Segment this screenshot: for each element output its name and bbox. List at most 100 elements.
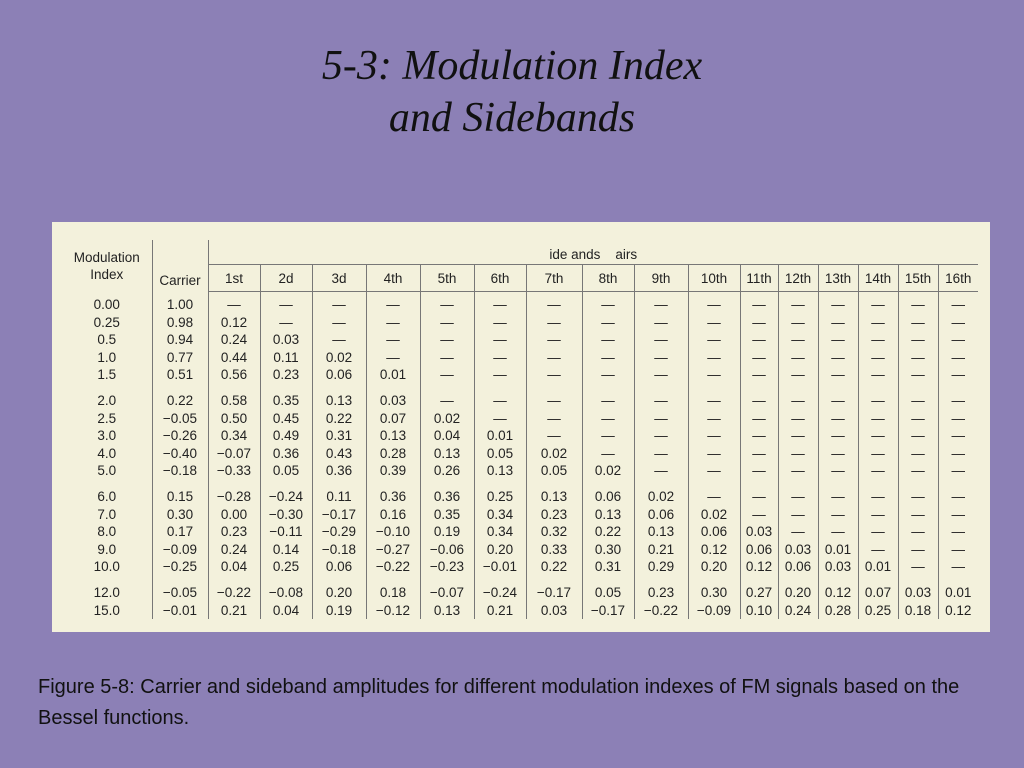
sideband-cell: 0.02 <box>419 409 474 428</box>
sideband-cell: — <box>897 383 938 410</box>
sideband-cell: 0.19 <box>311 601 366 620</box>
sideband-cell: — <box>525 366 582 384</box>
sideband-cell: — <box>857 366 898 384</box>
sideband-cell: −0.30 <box>259 505 312 524</box>
sideband-cell: 0.02 <box>687 505 740 524</box>
column-header: 1st <box>207 264 260 292</box>
sideband-group-header-label: ide ands airs <box>549 247 638 262</box>
sideband-cell: — <box>419 313 474 332</box>
sideband-cell: — <box>473 291 526 314</box>
sideband-cell: 0.12 <box>937 601 979 620</box>
sideband-cell: 0.22 <box>311 409 366 428</box>
sideband-cell: 0.36 <box>365 479 420 506</box>
sideband-cell: — <box>897 291 938 314</box>
sideband-cell: 0.16 <box>365 505 420 524</box>
sideband-cell: — <box>473 366 526 384</box>
carrier-cell: −0.26 <box>151 427 208 445</box>
sideband-cell: 0.01 <box>473 427 526 445</box>
sideband-cell: 0.12 <box>687 540 740 559</box>
column-header: 14th <box>857 264 898 292</box>
sideband-cell: 0.24 <box>207 331 260 349</box>
sideband-cell: 0.13 <box>311 383 366 410</box>
index-header-line2: Index <box>90 266 124 282</box>
table-row: 0.00 1.00— — — — — — — — — — — — — — — — <box>62 291 979 314</box>
sideband-cell: 0.26 <box>419 462 474 480</box>
table-row: 2.0 0.22 0.58 0.35 0.13 0.03— — — — — — — — — — — — <box>62 383 979 410</box>
sideband-cell: — <box>633 291 688 314</box>
sideband-cell: — <box>581 348 634 367</box>
sideband-cell: — <box>687 479 740 506</box>
modulation-index-cell: 0.25 <box>93 314 120 330</box>
sideband-cell: −0.01 <box>473 558 526 576</box>
table-row: 0.5 0.94 0.24 0.03— — — — — — — — — — — — — — <box>62 331 979 349</box>
sideband-cell: — <box>581 331 634 349</box>
sideband-cell: — <box>817 331 858 349</box>
column-header: 3d <box>311 264 366 292</box>
sideband-cell: 0.18 <box>365 575 420 602</box>
sideband-cell: — <box>311 331 366 349</box>
sideband-cell: — <box>897 313 938 332</box>
table-body: 0.00 1.00— — — — — — — — — — — — — — — —0.25 0.98 0.12— — — —… <box>62 291 979 620</box>
sideband-cell: — <box>777 444 818 463</box>
sideband-cell: — <box>365 313 420 332</box>
sideband-cell: 0.49 <box>259 427 312 445</box>
sideband-cell: — <box>473 409 526 428</box>
sideband-cell: — <box>857 523 898 541</box>
carrier-cell: 0.98 <box>151 313 208 332</box>
sideband-cell: 0.50 <box>207 409 260 428</box>
sideband-cell: 0.23 <box>633 575 688 602</box>
sideband-cell: −0.22 <box>207 575 260 602</box>
sideband-cell: — <box>259 291 312 314</box>
sideband-cell: 0.13 <box>473 462 526 480</box>
table-row: 7.0 0.30 0.00 −0.30 −0.17 0.16 0.35 0.34 0.23 0.1… <box>62 505 979 524</box>
sideband-cell: — <box>897 558 938 576</box>
sideband-cell: — <box>365 331 420 349</box>
sideband-cell: — <box>937 444 979 463</box>
sideband-cell: 0.06 <box>633 505 688 524</box>
sideband-cell: −0.23 <box>419 558 474 576</box>
sideband-cell: 0.04 <box>207 558 260 576</box>
table-row: 12.0 −0.05 −0.22 −0.08 0.20 0.18 −0.07 −0.24 −0.… <box>62 575 979 602</box>
sideband-cell: — <box>473 348 526 367</box>
sideband-cell: — <box>687 313 740 332</box>
sideband-cell: 0.03 <box>525 601 582 620</box>
sideband-cell: — <box>937 427 979 445</box>
sideband-cell: 0.12 <box>739 558 778 576</box>
sideband-cell: 0.11 <box>311 479 366 506</box>
sideband-cell: 0.18 <box>897 601 938 620</box>
sideband-cell: 0.02 <box>525 444 582 463</box>
sideband-cell: 0.06 <box>739 540 778 559</box>
sideband-cell: — <box>581 313 634 332</box>
modulation-index-cell: 6.0 <box>97 488 117 504</box>
sideband-cell: — <box>525 427 582 445</box>
sideband-cell: — <box>777 427 818 445</box>
sideband-cell: — <box>777 383 818 410</box>
table-row: 8.0 0.17 0.23 −0.11 −0.29 −0.10 0.19 0.34 0.32 0.… <box>62 523 979 541</box>
column-header: 9th <box>633 264 688 292</box>
table-row: 0.25 0.98 0.12— — — — — — — — — — — — — — — <box>62 313 979 332</box>
sideband-cell: 0.05 <box>259 462 312 480</box>
sideband-cell: — <box>419 383 474 410</box>
sideband-cell: 0.01 <box>365 366 420 384</box>
sideband-cell: 0.29 <box>633 558 688 576</box>
sideband-cell: −0.09 <box>687 601 740 620</box>
modulation-index-cell: 12.0 <box>93 584 120 600</box>
sideband-cell: — <box>777 348 818 367</box>
sideband-cell: — <box>857 479 898 506</box>
sideband-cell: — <box>739 444 778 463</box>
sideband-cell: — <box>937 313 979 332</box>
sideband-cell: — <box>473 383 526 410</box>
sideband-cell: 0.21 <box>207 601 260 620</box>
sideband-cell: — <box>937 366 979 384</box>
column-header: 7th <box>525 264 582 292</box>
sideband-cell: 0.20 <box>777 575 818 602</box>
sideband-cell: — <box>419 348 474 367</box>
table-row: 2.5 −0.05 0.50 0.45 0.22 0.07 0.02— — — — — — — — — — — <box>62 409 979 428</box>
sideband-cell: — <box>525 348 582 367</box>
carrier-cell: 0.15 <box>151 479 208 506</box>
sideband-cell: — <box>817 366 858 384</box>
sideband-cell: 0.31 <box>581 558 634 576</box>
bessel-table: Modulation Index Carrier ide ands airs 1… <box>62 240 979 620</box>
sideband-cell: — <box>817 291 858 314</box>
carrier-cell: −0.01 <box>151 601 208 620</box>
